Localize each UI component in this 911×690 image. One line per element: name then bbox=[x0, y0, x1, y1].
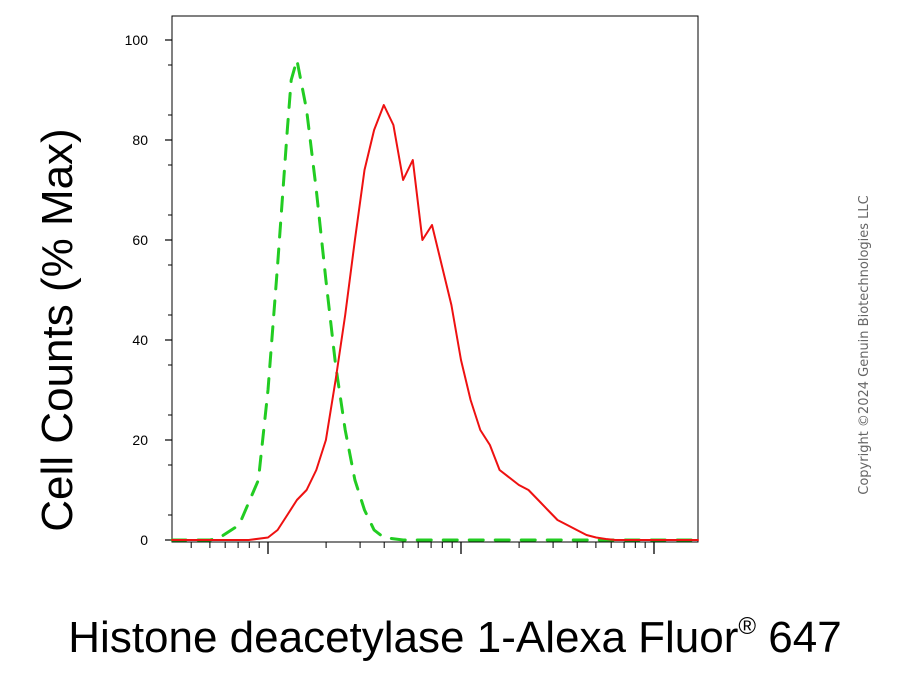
y-tick-label: 0 bbox=[140, 532, 148, 548]
x-axis-label-main: Histone deacetylase 1-Alexa Fluor bbox=[68, 613, 738, 662]
series-layer bbox=[170, 58, 700, 542]
x-axis bbox=[190, 542, 655, 554]
y-axis-label: Cell Counts (% Max) bbox=[33, 128, 82, 531]
copyright-notice: Copyright ©2024 Genuin Biotechnologies L… bbox=[857, 195, 872, 494]
y-tick-label: 40 bbox=[132, 332, 148, 348]
plot-area: 0 20 40 60 80 100 bbox=[125, 15, 700, 554]
y-tick-label: 100 bbox=[125, 32, 149, 48]
x-axis-label-registered: ® bbox=[738, 613, 756, 640]
x-axis-label: Histone deacetylase 1-Alexa Fluor® 647 bbox=[68, 613, 841, 662]
plot-frame bbox=[171, 15, 699, 543]
y-tick-label: 80 bbox=[132, 132, 148, 148]
series-line-dashed bbox=[170, 58, 700, 542]
y-tick-label: 60 bbox=[132, 232, 148, 248]
y-tick-label: 20 bbox=[132, 432, 148, 448]
series-line-solid bbox=[171, 104, 699, 541]
x-axis-label-suffix: 647 bbox=[756, 613, 842, 662]
y-axis: 0 20 40 60 80 100 bbox=[125, 32, 172, 548]
